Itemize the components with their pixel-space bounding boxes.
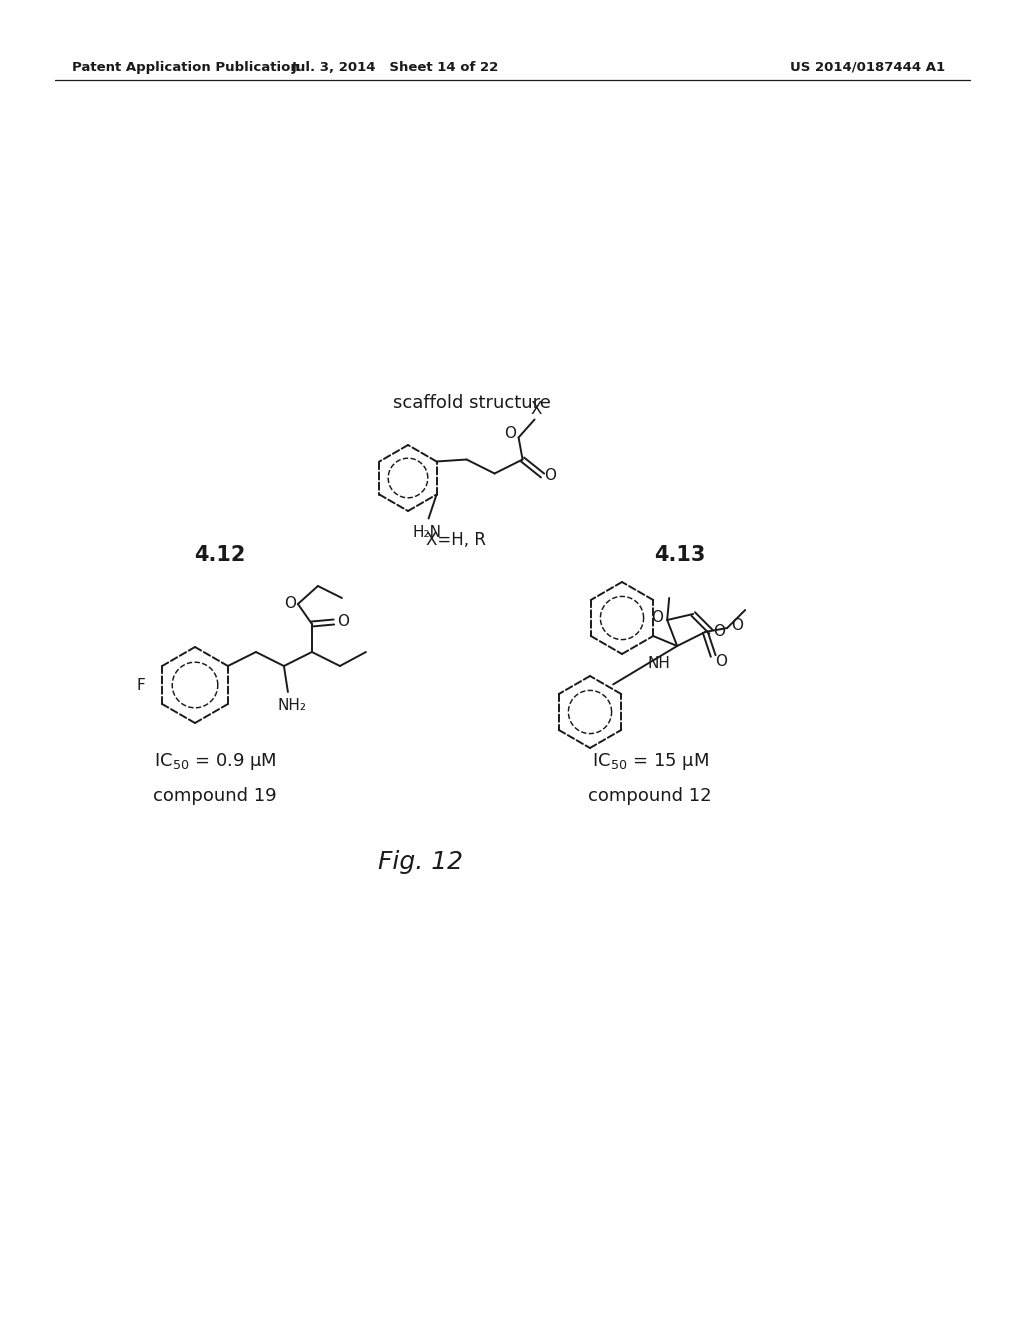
Text: 4.12: 4.12: [195, 545, 246, 565]
Text: H₂N: H₂N: [412, 525, 441, 540]
Text: IC$_{50}$ = 0.9 μM: IC$_{50}$ = 0.9 μM: [154, 751, 276, 772]
Text: scaffold structure: scaffold structure: [393, 393, 551, 412]
Text: O: O: [713, 624, 725, 639]
Text: X=H, R: X=H, R: [426, 531, 486, 549]
Text: O: O: [505, 426, 516, 441]
Text: X: X: [530, 400, 543, 418]
Text: IC$_{50}$ = 15 μM: IC$_{50}$ = 15 μM: [592, 751, 709, 772]
Text: O: O: [731, 619, 743, 634]
Text: O: O: [337, 615, 349, 630]
Text: O: O: [284, 597, 296, 611]
Text: compound 19: compound 19: [154, 787, 276, 805]
Text: O: O: [545, 469, 557, 483]
Text: compound 12: compound 12: [588, 787, 712, 805]
Text: F: F: [136, 677, 145, 693]
Text: Patent Application Publication: Patent Application Publication: [72, 61, 300, 74]
Text: Fig. 12: Fig. 12: [378, 850, 463, 874]
Text: NH: NH: [648, 656, 671, 671]
Text: 4.13: 4.13: [654, 545, 706, 565]
Text: NH₂: NH₂: [278, 698, 306, 714]
Text: US 2014/0187444 A1: US 2014/0187444 A1: [790, 61, 945, 74]
Text: O: O: [651, 610, 664, 626]
Text: O: O: [715, 655, 727, 669]
Text: Jul. 3, 2014   Sheet 14 of 22: Jul. 3, 2014 Sheet 14 of 22: [292, 61, 499, 74]
